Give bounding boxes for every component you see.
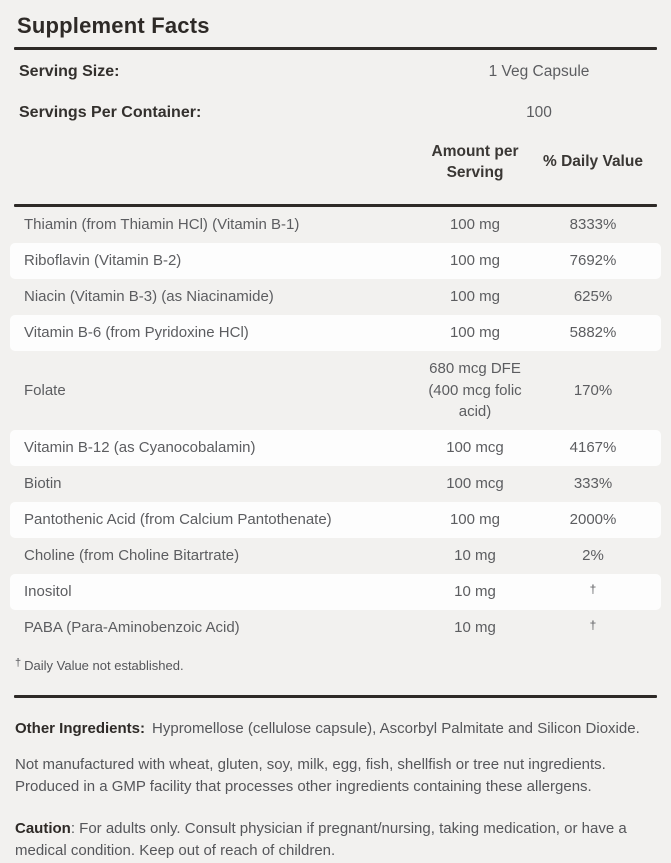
daily-value-footnote: † Daily Value not established.	[14, 646, 657, 687]
ingredient-daily-value: †	[589, 582, 597, 597]
table-row: PABA (Para-Aminobenzoic Acid) 10 mg †	[10, 610, 661, 646]
table-row: Choline (from Choline Bitartrate) 10 mg …	[10, 538, 661, 574]
table-row: Vitamin B-12 (as Cyanocobalamin) 100 mcg…	[10, 430, 661, 467]
header-divider	[14, 203, 657, 207]
ingredient-name: Niacin (Vitamin B-3) (as Niacinamide)	[24, 287, 274, 305]
title-divider	[14, 47, 657, 50]
serving-size-row: Serving Size: 1 Veg Capsule	[14, 53, 657, 91]
ingredient-amount: 100 mcg	[446, 475, 504, 493]
panel-title: Supplement Facts	[17, 13, 210, 38]
ingredient-daily-value: †	[589, 618, 597, 633]
ingredient-name: Pantothenic Acid (from Calcium Pantothen…	[24, 511, 332, 529]
ingredient-daily-value: 625%	[573, 287, 613, 305]
ingredient-amount: 680 mcg DFE (400 mcg folic acid)	[428, 359, 522, 421]
column-header-amount: Amount per Serving	[431, 143, 519, 181]
table-row: Riboflavin (Vitamin B-2) 100 mg 7692%	[10, 242, 661, 279]
ingredient-amount: 100 mg	[449, 251, 501, 269]
ingredient-name: PABA (Para-Aminobenzoic Acid)	[24, 619, 240, 637]
notes-section: Other Ingredients: Hypromellose (cellulos…	[14, 718, 657, 863]
table-header-row: Amount per Serving % Daily Value	[10, 132, 661, 196]
ingredient-daily-value: 7692%	[569, 251, 617, 269]
allergen-paragraph: Not manufactured with wheat, gluten, soy…	[15, 755, 606, 796]
footnote-text: Daily Value not established.	[24, 658, 184, 674]
table-row: Vitamin B-6 (from Pyridoxine HCl) 100 mg…	[10, 314, 661, 351]
ingredient-name: Inositol	[24, 583, 72, 601]
table-row: Inositol 10 mg †	[10, 574, 661, 611]
table-row: Folate 680 mcg DFE (400 mcg folic acid) …	[10, 351, 661, 430]
caution-paragraph: Caution: For adults only. Consult physic…	[15, 818, 656, 863]
table-row: Thiamin (from Thiamin HCl) (Vitamin B-1)…	[10, 207, 661, 243]
ingredient-name: Vitamin B-12 (as Cyanocobalamin)	[24, 439, 256, 457]
column-header-daily-value: % Daily Value	[543, 153, 643, 171]
ingredient-daily-value: 4167%	[569, 439, 617, 457]
serving-size-value: 1 Veg Capsule	[488, 63, 590, 80]
ingredient-amount: 10 mg	[454, 619, 496, 637]
ingredient-name: Thiamin (from Thiamin HCl) (Vitamin B-1)	[24, 215, 300, 233]
ingredient-name: Vitamin B-6 (from Pyridoxine HCl)	[24, 323, 249, 341]
ingredient-daily-value: 333%	[573, 475, 613, 493]
ingredient-daily-value: 5882%	[569, 323, 617, 341]
other-ingredients-text: Hypromellose (cellulose capsule), Ascorb…	[152, 720, 640, 738]
servings-per-container-label: Servings Per Container:	[19, 104, 202, 121]
ingredient-amount: 100 mg	[449, 287, 501, 305]
ingredient-name: Folate	[24, 381, 66, 399]
caution-text: : For adults only. Consult physician if …	[15, 819, 627, 860]
ingredient-amount: 100 mg	[449, 511, 501, 529]
dagger-symbol: †	[15, 657, 22, 670]
serving-size-label: Serving Size:	[19, 63, 120, 80]
ingredient-name: Biotin	[24, 475, 62, 493]
ingredient-amount: 100 mcg	[446, 439, 504, 457]
table-row: Niacin (Vitamin B-3) (as Niacinamide) 10…	[10, 279, 661, 315]
ingredient-amount: 100 mg	[449, 323, 501, 341]
caution-label: Caution	[15, 819, 71, 837]
table-row: Biotin 100 mcg 333%	[10, 466, 661, 502]
other-ingredients-paragraph: Other Ingredients: Hypromellose (cellulos…	[15, 718, 656, 741]
ingredient-table: Thiamin (from Thiamin HCl) (Vitamin B-1)…	[10, 207, 661, 646]
servings-per-container-value: 100	[526, 104, 552, 121]
ingredient-daily-value: 2000%	[569, 511, 617, 529]
table-row: Pantothenic Acid (from Calcium Pantothen…	[10, 502, 661, 539]
ingredient-daily-value: 170%	[573, 381, 613, 399]
ingredient-amount: 10 mg	[454, 547, 496, 565]
ingredient-amount: 10 mg	[454, 583, 496, 601]
footer-divider	[14, 695, 657, 699]
ingredient-name: Riboflavin (Vitamin B-2)	[24, 251, 182, 269]
servings-per-container-row: Servings Per Container: 100	[14, 94, 657, 132]
ingredient-daily-value: 2%	[582, 547, 604, 565]
ingredient-amount: 100 mg	[449, 215, 501, 233]
other-ingredients-label: Other Ingredients:	[15, 720, 146, 738]
ingredient-name: Choline (from Choline Bitartrate)	[24, 547, 240, 565]
ingredient-daily-value: 8333%	[569, 215, 617, 233]
